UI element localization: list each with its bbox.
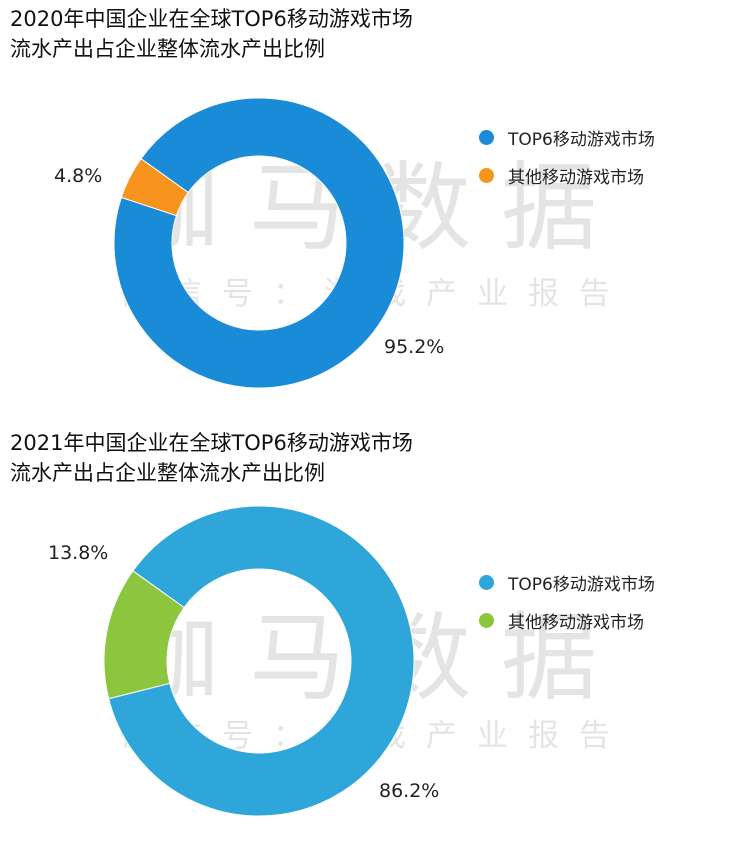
legend-item-other: 其他移动游戏市场	[479, 608, 644, 633]
donut-chart-2021	[103, 505, 415, 817]
legend-item-top6: TOP6移动游戏市场	[479, 570, 655, 595]
data-label-top6-2020: 95.2%	[384, 336, 445, 358]
legend-dot-icon	[479, 167, 494, 183]
chart-panel-2021: 2021年中国企业在全球TOP6移动游戏市场 流水产出占企业整体流水产出比例 伽…	[0, 420, 750, 841]
chart-title-line2: 流水产出占企业整体流水产出比例	[10, 461, 325, 485]
legend-label: TOP6移动游戏市场	[508, 574, 655, 595]
legend-dot-icon	[479, 612, 494, 628]
data-label-other-2021: 13.8%	[48, 542, 109, 564]
slice-top6	[113, 97, 405, 389]
legend-item-other: 其他移动游戏市场	[479, 163, 644, 188]
data-label-other-2020: 4.8%	[54, 165, 103, 187]
legend-item-top6: TOP6移动游戏市场	[479, 125, 655, 150]
chart-title-line1: 2021年中国企业在全球TOP6移动游戏市场	[10, 431, 413, 455]
chart-panel-2020: 2020年中国企业在全球TOP6移动游戏市场 流水产出占企业整体流水产出比例 伽…	[0, 0, 750, 420]
chart-title-line1: 2020年中国企业在全球TOP6移动游戏市场	[10, 7, 413, 31]
legend-dot-icon	[479, 574, 494, 590]
legend-dot-icon	[479, 129, 494, 145]
slice-top6	[108, 505, 415, 817]
legend-label: TOP6移动游戏市场	[508, 129, 655, 150]
donut-chart-2020	[113, 97, 405, 389]
data-label-top6-2021: 86.2%	[379, 780, 440, 802]
chart-title-line2: 流水产出占企业整体流水产出比例	[10, 37, 325, 61]
legend-label: 其他移动游戏市场	[508, 612, 644, 633]
legend-label: 其他移动游戏市场	[508, 167, 644, 188]
